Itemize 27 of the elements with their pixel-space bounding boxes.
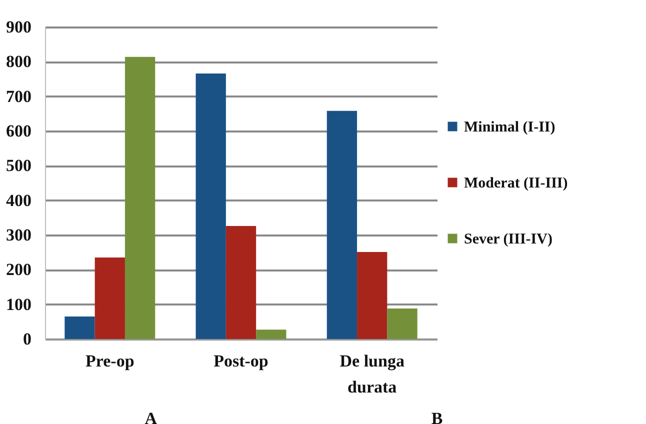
bar [94, 258, 125, 339]
bar [256, 330, 286, 339]
y-tick-label: 900 [6, 18, 32, 36]
x-tick-label: Pre-op [86, 352, 134, 370]
y-tick-label: 700 [6, 86, 32, 106]
bar [357, 252, 388, 339]
x-tick-label: De lunga durata [340, 352, 405, 396]
text: A [144, 409, 158, 424]
y-tick-label: 100 [6, 294, 32, 314]
bar [387, 308, 418, 339]
legend-label: Sever (III-IV) [464, 232, 552, 248]
y-tick-label: 400 [6, 190, 32, 210]
y-tick-label: 600 [6, 122, 32, 140]
bar [64, 316, 95, 339]
y-tick-label: 500 [6, 156, 32, 176]
y-tick-label: 800 [6, 52, 32, 72]
bar [226, 226, 256, 339]
y-tick-label: 200 [6, 260, 32, 280]
legend-label: Minimal (I-II) [464, 120, 556, 136]
bar [124, 56, 156, 339]
x-tick-label: Post-op [214, 352, 268, 370]
y-tick-label: 300 [6, 226, 32, 244]
bar [196, 73, 226, 339]
y-tick-label: 0 [23, 330, 32, 348]
bar [326, 110, 358, 339]
text: B [431, 409, 443, 424]
legend-label: Moderat (II-III) [464, 176, 568, 192]
